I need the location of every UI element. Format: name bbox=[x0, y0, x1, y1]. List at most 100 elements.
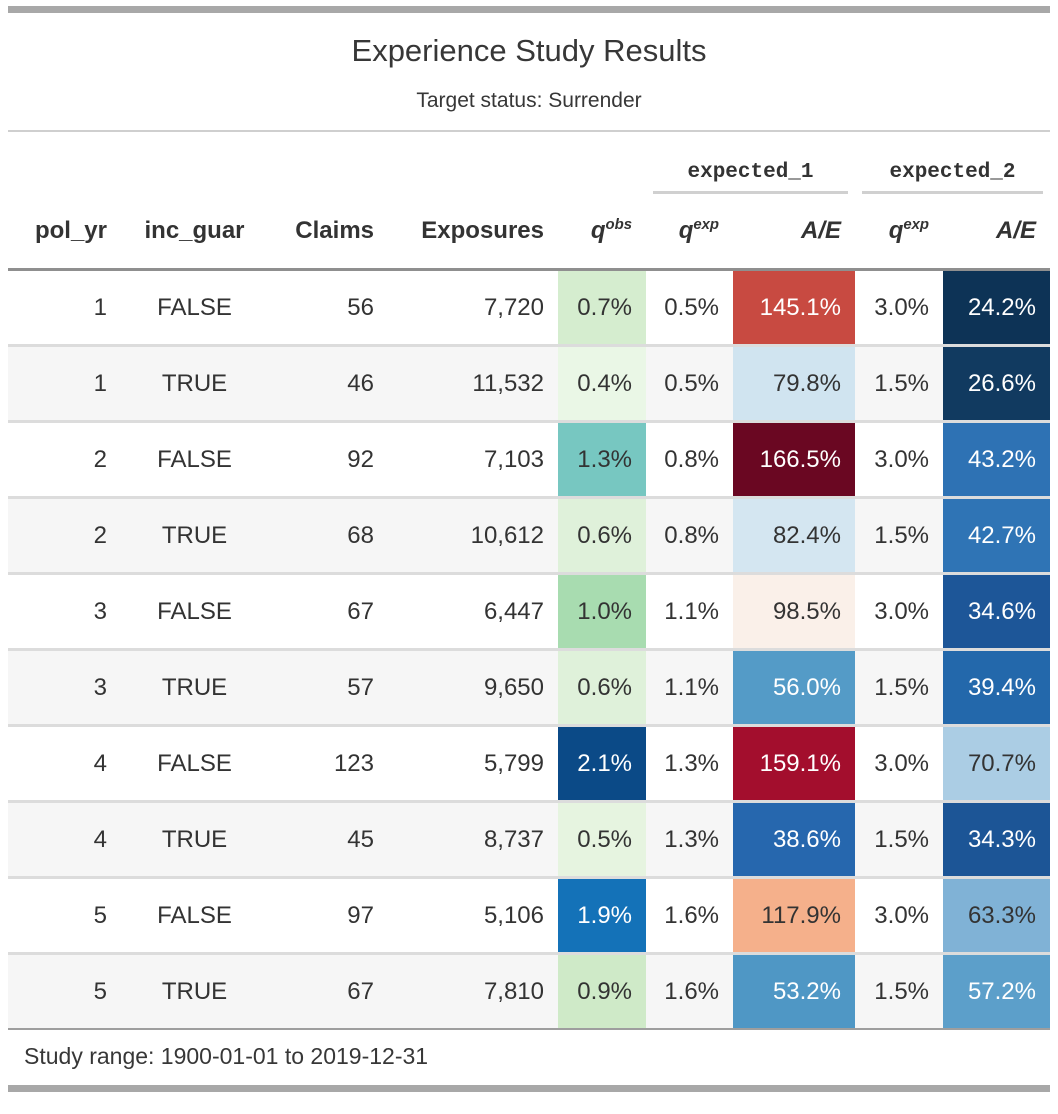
cell-pol_yr: 2 bbox=[8, 496, 121, 574]
cell-q_exp_1: 1.1% bbox=[646, 572, 733, 650]
cell-q_exp_1: 0.5% bbox=[664, 293, 719, 321]
cell-inc_guar: TRUE bbox=[121, 648, 268, 726]
cell-ae_2: 57.2% bbox=[943, 952, 1050, 1028]
cell-ae_1: 145.1% bbox=[733, 269, 855, 346]
column-header-claims: Claims bbox=[268, 194, 388, 271]
table-row: 2 TRUE 68 10,612 0.6% 0.8% 82.4% 1.5% 42.7% bbox=[8, 496, 1050, 574]
cell-q_obs: 0.6% bbox=[558, 648, 646, 726]
results-table: expected_1 expected_2 pol_yr inc_guar Clai… bbox=[8, 132, 1050, 1028]
cell-inc_guar: FALSE bbox=[121, 876, 268, 954]
table-row: 2 FALSE 92 7,103 1.3% 0.8% 166.5% 3.0% 43.2% bbox=[8, 420, 1050, 498]
cell-exposures: 9,650 bbox=[388, 648, 558, 726]
cell-claims: 67 bbox=[268, 572, 388, 650]
cell-ae_1: 56.0% bbox=[733, 648, 855, 726]
table-row: 5 FALSE 97 5,106 1.9% 1.6% 117.9% 3.0% 63.3% bbox=[8, 876, 1050, 954]
table-row: 4 FALSE 123 5,799 2.1% 1.3% 159.1% 3.0% 70.7% bbox=[8, 724, 1050, 802]
column-header-row: pol_yr inc_guar Claims Exposures qobs qexp A/E… bbox=[8, 194, 1050, 271]
cell-q_obs: 1.3% bbox=[558, 420, 646, 498]
cell-ae_2: 26.6% bbox=[943, 344, 1050, 422]
cell-inc_guar: FALSE bbox=[121, 420, 268, 498]
cell-ae_2: 39.4% bbox=[943, 648, 1050, 726]
table-bottom-border bbox=[8, 1085, 1050, 1092]
cell-claims: 45 bbox=[268, 800, 388, 878]
cell-inc_guar: FALSE bbox=[121, 572, 268, 650]
cell-claims: 67 bbox=[268, 952, 388, 1028]
cell-q_exp_1: 1.3% bbox=[646, 724, 733, 802]
cell-inc_guar: FALSE bbox=[157, 293, 232, 321]
cell-q_obs: 2.1% bbox=[558, 724, 646, 802]
cell-q_obs: 0.9% bbox=[558, 952, 646, 1028]
cell-claims: 68 bbox=[268, 496, 388, 574]
column-header-exposures: Exposures bbox=[388, 194, 558, 271]
spanner-label-expected-1: expected_1 bbox=[653, 161, 848, 194]
cell-q_exp_1: 1.1% bbox=[646, 648, 733, 726]
cell-claims: 46 bbox=[268, 344, 388, 422]
cell-inc_guar: FALSE bbox=[121, 724, 268, 802]
column-header-q_exp_2: qexp bbox=[855, 194, 943, 271]
cell-q_exp_2: 3.0% bbox=[874, 293, 929, 321]
cell-exposures: 7,720 bbox=[483, 293, 544, 321]
cell-exposures: 10,612 bbox=[388, 496, 558, 574]
cell-pol_yr: 5 bbox=[8, 952, 121, 1028]
cell-q_obs: 1.9% bbox=[558, 876, 646, 954]
cell-ae_2: 24.2% bbox=[943, 269, 1050, 346]
cell-q_exp_1: 1.6% bbox=[646, 876, 733, 954]
cell-q_exp_1: 0.8% bbox=[646, 420, 733, 498]
cell-claims: 97 bbox=[268, 876, 388, 954]
column-header-pol_yr: pol_yr bbox=[8, 194, 121, 271]
cell-ae_1: 159.1% bbox=[733, 724, 855, 802]
table-row: 5 TRUE 67 7,810 0.9% 1.6% 53.2% 1.5% 57.2% bbox=[8, 952, 1050, 1028]
table-row: 3 FALSE 67 6,447 1.0% 1.1% 98.5% 3.0% 34.6% bbox=[8, 572, 1050, 650]
table-body: 1 FALSE 56 7,720 0.7% 0.5% 145.1% 3.0% 24.2% 1 TRU… bbox=[8, 269, 1050, 1028]
spanner-expected-2: expected_2 bbox=[855, 132, 1050, 194]
cell-ae_2: 43.2% bbox=[943, 420, 1050, 498]
cell-ae_1: 82.4% bbox=[733, 496, 855, 574]
table-subtitle: Target status: Surrender bbox=[416, 89, 642, 112]
cell-exposures: 7,810 bbox=[388, 952, 558, 1028]
cell-q_exp_2: 1.5% bbox=[855, 952, 943, 1028]
cell-q_exp_1: 0.5% bbox=[646, 344, 733, 422]
cell-claims: 56 bbox=[347, 293, 374, 321]
column-header-ae_2: A/E bbox=[943, 194, 1050, 271]
cell-inc_guar: TRUE bbox=[121, 344, 268, 422]
cell-q_exp_1: 0.8% bbox=[646, 496, 733, 574]
cell-pol_yr: 1 bbox=[93, 293, 107, 321]
cell-q_exp_2: 3.0% bbox=[855, 724, 943, 802]
cell-ae_2: 63.3% bbox=[943, 876, 1050, 954]
cell-ae_1: 166.5% bbox=[733, 420, 855, 498]
cell-q_exp_2: 1.5% bbox=[855, 496, 943, 574]
column-header-ae_1: A/E bbox=[733, 194, 855, 271]
cell-inc_guar: TRUE bbox=[121, 496, 268, 574]
cell-pol_yr: 5 bbox=[8, 876, 121, 954]
cell-ae_2: 34.3% bbox=[943, 800, 1050, 878]
cell-q_exp_2: 1.5% bbox=[855, 344, 943, 422]
column-header-q_obs: qobs bbox=[558, 194, 646, 271]
source-note: Study range: 1900-01-01 to 2019-12-31 bbox=[8, 1028, 1050, 1085]
table-heading: Experience Study Results Target status: … bbox=[8, 13, 1050, 132]
column-header-inc_guar: inc_guar bbox=[121, 194, 268, 271]
cell-pol_yr: 1 bbox=[8, 344, 121, 422]
cell-claims: 123 bbox=[268, 724, 388, 802]
cell-pol_yr: 3 bbox=[8, 572, 121, 650]
table-row: 3 TRUE 57 9,650 0.6% 1.1% 56.0% 1.5% 39.4% bbox=[8, 648, 1050, 726]
cell-ae_1: 38.6% bbox=[733, 800, 855, 878]
cell-q_exp_2: 1.5% bbox=[855, 648, 943, 726]
cell-ae_1: 117.9% bbox=[733, 876, 855, 954]
cell-q_exp_1: 1.3% bbox=[646, 800, 733, 878]
experience-study-table: Experience Study Results Target status: … bbox=[8, 6, 1050, 1092]
cell-ae_2: 34.6% bbox=[943, 572, 1050, 650]
cell-exposures: 5,799 bbox=[388, 724, 558, 802]
cell-q_exp_2: 3.0% bbox=[855, 876, 943, 954]
table-row: 1 TRUE 46 11,532 0.4% 0.5% 79.8% 1.5% 26.6% bbox=[8, 344, 1050, 422]
cell-q_exp_2: 3.0% bbox=[855, 572, 943, 650]
spanner-row: expected_1 expected_2 bbox=[8, 132, 1050, 194]
cell-q_exp_2: 3.0% bbox=[855, 420, 943, 498]
cell-q_exp_1: 1.6% bbox=[646, 952, 733, 1028]
cell-exposures: 8,737 bbox=[388, 800, 558, 878]
cell-claims: 92 bbox=[268, 420, 388, 498]
cell-exposures: 11,532 bbox=[388, 344, 558, 422]
table-top-border bbox=[8, 6, 1050, 13]
cell-claims: 57 bbox=[268, 648, 388, 726]
cell-exposures: 7,103 bbox=[388, 420, 558, 498]
cell-inc_guar: TRUE bbox=[121, 952, 268, 1028]
